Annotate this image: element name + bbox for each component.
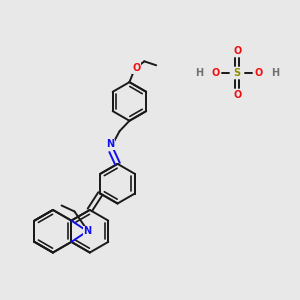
- Text: O: O: [132, 63, 140, 73]
- Text: H: H: [271, 68, 279, 78]
- Text: N: N: [83, 226, 92, 236]
- Text: O: O: [255, 68, 263, 78]
- Text: O: O: [233, 46, 241, 56]
- Text: N: N: [106, 139, 115, 149]
- Text: H: H: [196, 68, 204, 78]
- Text: O: O: [211, 68, 220, 78]
- Text: O: O: [233, 89, 241, 100]
- Text: S: S: [234, 68, 241, 78]
